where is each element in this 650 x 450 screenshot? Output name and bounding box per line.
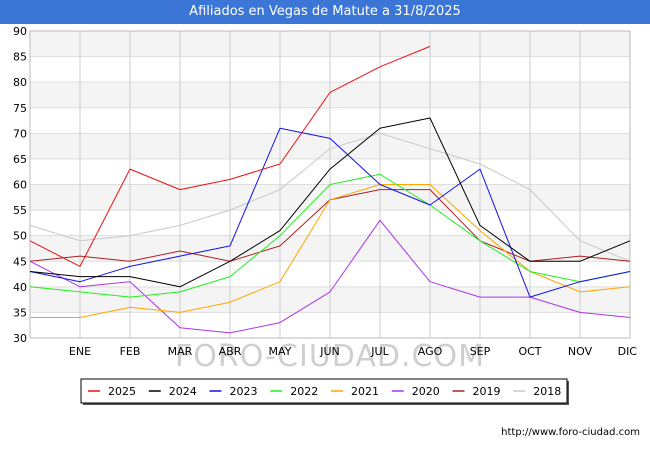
x-tick-label: OCT [518, 345, 541, 358]
y-tick-label: 45 [13, 255, 27, 268]
x-tick-label: ENE [69, 345, 91, 358]
watermark: FORO-CIUDAD.COM [175, 339, 485, 374]
legend: 2025 2024 2023 2022 2021 2020 2019 2018 [80, 378, 569, 405]
x-axis-ticks: ENE FEB MAR ABR MAY JUN JUL AGO SEP OCT NOV DIC [69, 345, 637, 358]
series-line-2022 [29, 173, 631, 298]
legend-label-2023: 2023 [230, 385, 258, 398]
y-tick-label: 60 [13, 179, 27, 192]
y-tick-label: 85 [13, 51, 27, 64]
x-tick-label: MAR [168, 345, 193, 358]
legend-label-2019: 2019 [473, 385, 501, 398]
series-lines [29, 45, 631, 334]
series-line-2018 [29, 132, 631, 262]
plot-area-frame [29, 30, 631, 339]
x-tick-label: ABR [219, 345, 242, 358]
y-axis-ticks: 30 35 40 45 50 55 60 65 70 75 80 85 90 [13, 25, 27, 345]
x-tick-label: SEP [470, 345, 491, 358]
y-tick-label: 55 [13, 204, 27, 217]
legend-label-2022: 2022 [290, 385, 318, 398]
y-tick-label: 65 [13, 153, 27, 166]
x-tick-label: NOV [568, 345, 593, 358]
x-tick-label: AGO [418, 345, 443, 358]
legend-label-2024: 2024 [169, 385, 197, 398]
legend-label-2025: 2025 [108, 385, 136, 398]
x-tick-label: JUN [319, 345, 340, 358]
series-line-2023 [29, 127, 631, 298]
y-tick-label: 70 [13, 127, 27, 140]
x-tick-label: FEB [120, 345, 141, 358]
legend-label-2018: 2018 [533, 385, 561, 398]
legend-label-2021: 2021 [351, 385, 379, 398]
series-line-2025 [29, 45, 431, 267]
chart-title: Afiliados en Vegas de Matute a 31/8/2025 [0, 0, 650, 24]
y-tick-label: 40 [13, 281, 27, 294]
x-tick-label: MAY [269, 345, 292, 358]
series-line-2024 [29, 117, 631, 288]
y-tick-label: 50 [13, 230, 27, 243]
y-tick-label: 90 [13, 25, 27, 38]
source-url: http://www.foro-ciudad.com [501, 427, 640, 438]
x-tick-label: DIC [618, 345, 638, 358]
y-tick-label: 35 [13, 306, 27, 319]
y-tick-label: 30 [13, 332, 27, 345]
legend-label-2020: 2020 [412, 385, 440, 398]
y-tick-label: 80 [13, 76, 27, 89]
x-tick-label: JUL [370, 345, 389, 358]
y-tick-label: 75 [13, 102, 27, 115]
legend-box [80, 378, 568, 404]
